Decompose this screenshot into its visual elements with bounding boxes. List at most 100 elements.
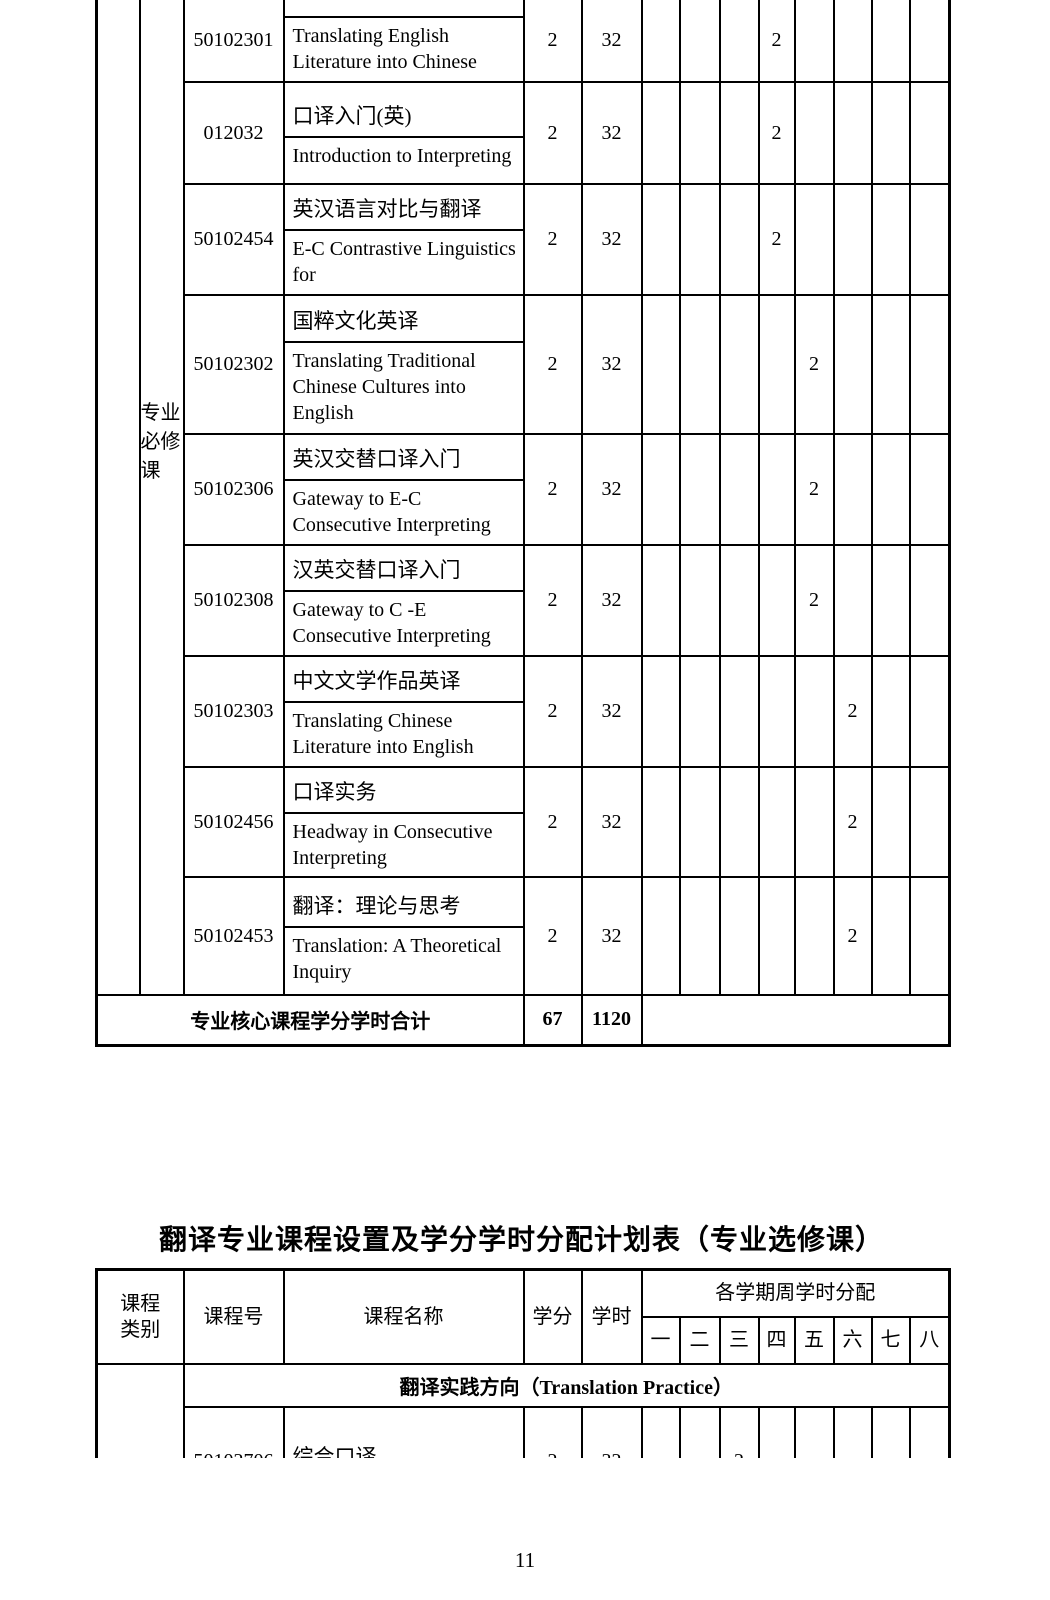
course-name-cn — [285, 2, 522, 18]
semester-cell — [718, 183, 760, 296]
hours-cell: 32 — [580, 183, 643, 296]
hours-cell: 32 — [580, 81, 643, 185]
hours-cell: 32 — [580, 433, 643, 546]
course-code: 012032 — [182, 81, 285, 185]
course-name-cell: 国粹文化英译 Translating Traditional Chinese C… — [282, 294, 525, 435]
course-name-en: Translation: A Theoretical Inquiry — [292, 934, 502, 983]
course-name-en: E-C Contrastive Linguistics for — [292, 238, 516, 286]
course-name-en: Introduction to Interpreting — [292, 144, 512, 167]
course-code: 50102706 — [182, 1405, 285, 1458]
semester-cell — [793, 183, 835, 296]
table-title: 翻译专业课程设置及学分学时分配计划表（专业选修课） — [158, 1225, 884, 1256]
credits-cell: 2 — [522, 433, 583, 546]
semester-cell — [870, 433, 911, 546]
header-semester-3: 三 — [718, 1315, 760, 1365]
semester-cell — [718, 766, 760, 878]
semester-cell — [718, 655, 760, 768]
credits-cell: 2 — [522, 81, 583, 185]
course-name-en: Gateway to C -E Consecutive Interpreting — [292, 599, 491, 647]
semester-cell — [757, 433, 796, 546]
semester-cell — [908, 1405, 951, 1458]
credits-cell: 2 — [522, 183, 583, 296]
course-name-en: Translating Chinese Literature into Engl… — [292, 710, 474, 758]
course-name-cell: Translating English Literature into Chin… — [282, 0, 525, 83]
course-code: 50102453 — [182, 876, 285, 996]
header-credits: 学分 — [522, 1268, 583, 1365]
semester-cell — [908, 81, 951, 185]
course-name-en: Headway in Consecutive Interpreting — [292, 820, 493, 869]
total-label: 专业核心课程学分学时合计 — [95, 994, 525, 1046]
course-name-cn: 英汉交替口译入门 — [285, 437, 522, 481]
semester-cell — [757, 544, 796, 657]
hours-cell: 32 — [580, 544, 643, 657]
elective-courses-table: 课程 类别 课程号 课程名称 学分 学时 各学期周学时分配 一 二 三 四 五 … — [95, 1268, 955, 1458]
course-name-cn: 口译入门(英) — [285, 94, 522, 138]
semester-cell — [908, 294, 951, 435]
header-category-line2: 类别 — [120, 1318, 161, 1341]
course-name-cell: 汉英交替口译入门 Gateway to C -E Consecutive Int… — [282, 544, 525, 657]
course-name-cn: 英汉语言对比与翻译 — [285, 187, 522, 231]
semester-cell: 2 — [832, 655, 873, 768]
table-row: 50102456 口译实务 Headway in Consecutive Int… — [97, 766, 951, 878]
table-row: 50102706 综合口译 2 32 2 — [97, 1405, 951, 1458]
course-name-cn: 中文文学作品英译 — [285, 659, 522, 703]
semester-cell — [640, 0, 681, 83]
category-label: 专业必修课 — [140, 401, 181, 482]
credits-cell: 2 — [522, 876, 583, 996]
semester-cell — [718, 0, 760, 83]
semester-cell — [832, 294, 873, 435]
semester-cell — [908, 544, 951, 657]
semester-cell: 2 — [793, 294, 835, 435]
semester-cell — [757, 876, 796, 996]
semester-cell — [757, 655, 796, 768]
credits-cell: 2 — [522, 1405, 583, 1458]
semester-cell — [718, 876, 760, 996]
category-cell: 专业必修课 — [138, 0, 185, 996]
semester-cell — [718, 544, 760, 657]
semester-cell — [640, 655, 681, 768]
semester-cell: 2 — [832, 876, 873, 996]
course-name-cn: 国粹文化英译 — [285, 299, 522, 343]
course-name-en: Translating Traditional Chinese Cultures… — [292, 350, 476, 424]
semester-cell — [793, 876, 835, 996]
header-semester-5: 五 — [793, 1315, 835, 1365]
course-name-cn: 汉英交替口译入门 — [285, 548, 522, 592]
hours-cell: 32 — [580, 876, 643, 996]
course-name-cell: 口译实务 Headway in Consecutive Interpreting — [282, 766, 525, 878]
table-row: 50102306 英汉交替口译入门 Gateway to E-C Consecu… — [97, 433, 951, 546]
category-outer-cell — [95, 0, 141, 996]
semester-cell — [793, 81, 835, 185]
total-hours: 1120 — [580, 994, 643, 1046]
semester-cell — [640, 876, 681, 996]
category-cell — [95, 1362, 185, 1458]
course-name-cell: 口译入门(英) Introduction to Interpreting — [282, 81, 525, 185]
course-name-cell: 综合口译 — [282, 1405, 525, 1458]
credits-cell: 2 — [522, 294, 583, 435]
credits-cell: 2 — [522, 0, 583, 83]
semester-cell — [908, 433, 951, 546]
section-row: 翻译实践方向（Translation Practice） — [95, 1362, 951, 1458]
semester-cell — [832, 1405, 873, 1458]
header-semester-1: 一 — [640, 1315, 681, 1365]
header-semester-8: 八 — [908, 1315, 951, 1365]
semester-cell — [832, 0, 873, 83]
header-hours: 学时 — [580, 1268, 643, 1365]
course-code: 50102303 — [182, 655, 285, 768]
semester-cell — [870, 1405, 911, 1458]
semester-cell — [870, 544, 911, 657]
semester-cell: 2 — [793, 544, 835, 657]
table-row: 50102308 汉英交替口译入门 Gateway to C -E Consec… — [97, 544, 951, 657]
semester-cell — [678, 766, 721, 878]
semester-cell — [678, 876, 721, 996]
section-title: 翻译实践方向（Translation Practice） — [182, 1362, 951, 1408]
semester-cell — [870, 655, 911, 768]
course-code: 50102302 — [182, 294, 285, 435]
course-name-cell: 翻译：理论与思考 Translation: A Theoretical Inqu… — [282, 876, 525, 996]
table-row: 50102302 国粹文化英译 Translating Traditional … — [97, 294, 951, 435]
header-course-name: 课程名称 — [282, 1268, 525, 1365]
course-name-cell: 英汉交替口译入门 Gateway to E-C Consecutive Inte… — [282, 433, 525, 546]
course-code: 50102456 — [182, 766, 285, 878]
total-credits: 67 — [522, 994, 583, 1046]
required-courses-table: 专业必修课 50102301 Translating English Liter… — [95, 0, 951, 1047]
course-code: 50102308 — [182, 544, 285, 657]
